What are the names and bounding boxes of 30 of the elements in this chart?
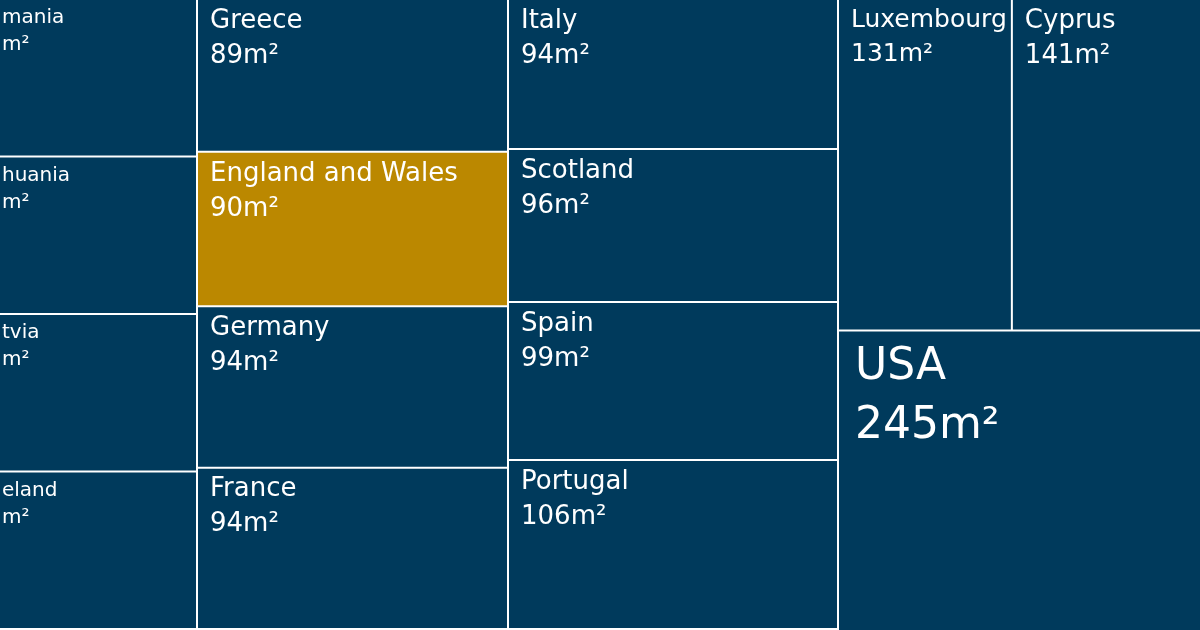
category-label: England and Wales [210,156,458,187]
category-label: Spain [521,306,594,337]
category-label: Luxembourg [851,4,1007,33]
data-label: 141m² [1024,38,1111,69]
data-label: 94m² [210,507,279,538]
data-label: m² [2,503,30,528]
category-label: mania [2,4,65,29]
data-label: 106m² [521,499,607,530]
data-label: 245m² [855,397,1000,449]
category-label: Scotland [521,153,635,184]
data-label: m² [2,346,30,371]
category-label: eland [2,476,58,501]
data-label: 89m² [210,38,279,69]
data-label: 131m² [851,37,934,67]
category-label: huania [2,161,71,186]
category-label: Germany [210,311,330,342]
category-label: USA [855,337,947,389]
data-label: 90m² [210,191,279,222]
data-label: m² [2,188,30,213]
data-label: 94m² [521,38,590,69]
category-label: Italy [521,3,578,34]
data-label: 99m² [521,341,590,372]
data-label: 94m² [210,346,279,377]
category-label: Portugal [521,464,629,495]
category-label: France [210,472,297,503]
data-label: 96m² [521,188,590,219]
category-label: Greece [210,3,303,34]
category-label: Cyprus [1024,3,1116,34]
category-label: tvia [2,319,40,344]
data-label: m² [2,31,30,56]
